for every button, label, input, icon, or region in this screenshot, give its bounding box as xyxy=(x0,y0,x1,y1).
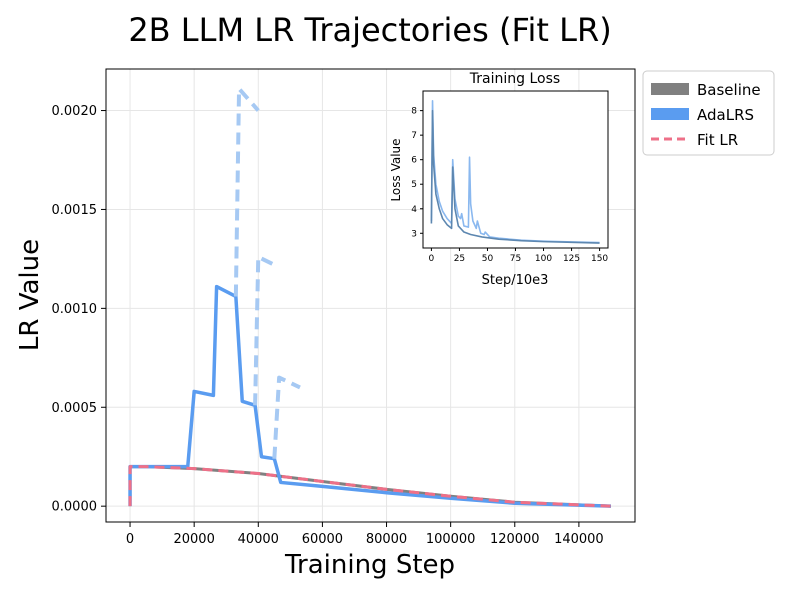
main-x-tick-label: 140000 xyxy=(554,532,604,547)
main-x-tick-label: 0 xyxy=(126,532,134,547)
series-line-adalrs-trial-3 xyxy=(272,375,301,459)
inset-series-line-baseline xyxy=(430,109,600,244)
inset-title: Training Loss xyxy=(469,71,560,87)
inset-series-line-adalrs xyxy=(430,100,600,244)
inset-x-tick-label: 150 xyxy=(591,254,608,264)
x-axis-label: Training Step xyxy=(284,550,455,580)
inset-x-tick-label: 25 xyxy=(454,254,465,264)
inset-y-tick-label: 4 xyxy=(411,205,417,215)
main-x-tick-label: 100000 xyxy=(426,532,476,547)
inset-x-axis-ticks: 0 25 50 75 100 125 150 xyxy=(429,248,608,264)
y-axis-label: LR Value xyxy=(15,239,45,351)
inset-x-tick-label: 50 xyxy=(482,254,494,264)
inset-x-axis-label: Step/10e3 xyxy=(482,273,549,288)
main-plot-frame xyxy=(105,68,636,523)
legend-label-fit-lr: Fit LR xyxy=(697,131,738,149)
inset-plot-frame xyxy=(422,90,609,249)
main-series xyxy=(128,86,612,508)
legend-label-adalrs: AdaLRS xyxy=(697,106,754,124)
main-y-tick-label: 0.0005 xyxy=(52,401,98,416)
inset-x-tick-label: 125 xyxy=(563,254,580,264)
main-x-tick-label: 80000 xyxy=(366,532,407,547)
inset-plot: 0 25 50 75 100 125 150 3 4 5 6 7 8 Training Loss St… xyxy=(389,71,609,288)
main-y-axis-ticks: 0.0000 0.0005 0.0010 0.0015 0.0020 xyxy=(52,104,106,515)
legend-item-fit-lr: Fit LR xyxy=(651,131,738,149)
inset-y-axis-label: Loss Value xyxy=(389,138,403,201)
chart-title: 2B LLM LR Trajectories (Fit LR) xyxy=(128,11,611,49)
inset-y-tick-label: 7 xyxy=(411,131,417,141)
main-x-tick-label: 40000 xyxy=(238,532,279,547)
legend-item-baseline: Baseline xyxy=(651,81,761,99)
main-x-tick-label: 120000 xyxy=(490,532,540,547)
main-y-tick-label: 0.0010 xyxy=(52,302,98,317)
series-line-adalrs-trial-2 xyxy=(253,254,276,406)
series-line-adalrs xyxy=(128,284,612,508)
legend-label-baseline: Baseline xyxy=(697,81,761,99)
legend-swatch-adalrs xyxy=(651,108,689,120)
inset-plot-background xyxy=(423,91,608,248)
main-y-tick-label: 0.0015 xyxy=(52,203,98,218)
inset-x-tick-label: 75 xyxy=(510,254,521,264)
main-x-axis-ticks: 0 20000 40000 60000 80000 100000 120000 140000 xyxy=(126,522,604,547)
main-x-tick-label: 60000 xyxy=(302,532,343,547)
main-x-tick-label: 20000 xyxy=(173,532,214,547)
series-line-fit-lr xyxy=(128,465,612,508)
inset-y-tick-label: 8 xyxy=(411,107,417,117)
inset-y-tick-label: 5 xyxy=(411,180,417,190)
legend-swatch-baseline xyxy=(651,83,689,95)
inset-x-tick-label: 100 xyxy=(535,254,552,264)
inset-y-tick-label: 6 xyxy=(411,156,417,166)
inset-x-tick-label: 0 xyxy=(429,254,435,264)
main-y-tick-label: 0.0020 xyxy=(52,104,98,119)
inset-series xyxy=(430,100,600,244)
main-y-tick-label: 0.0000 xyxy=(52,500,98,515)
legend-item-adalrs: AdaLRS xyxy=(651,106,754,124)
legend: Baseline AdaLRS Fit LR xyxy=(642,70,775,156)
inset-y-tick-label: 3 xyxy=(411,229,417,239)
